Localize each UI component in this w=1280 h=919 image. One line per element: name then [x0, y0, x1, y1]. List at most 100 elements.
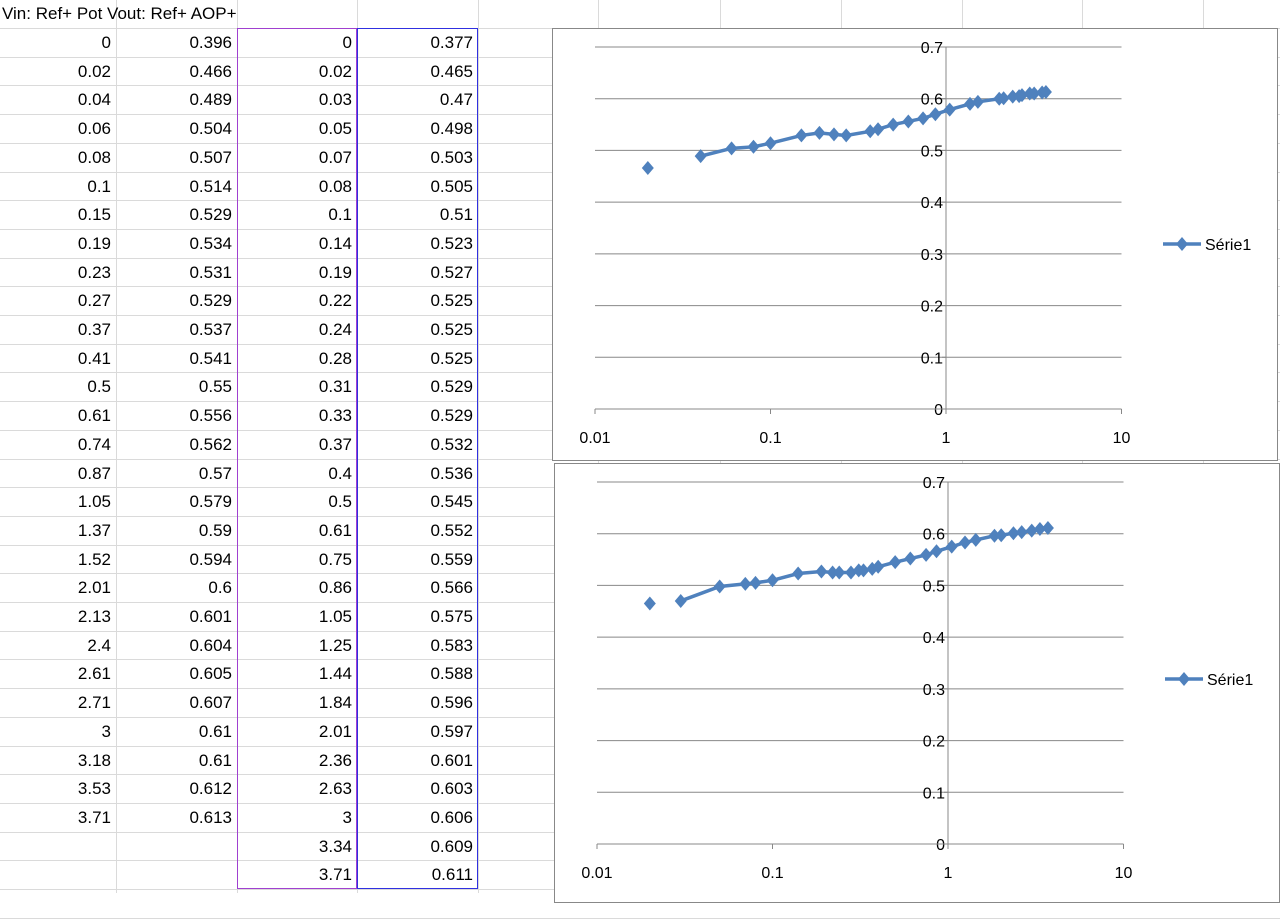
cell[interactable]: 0.559 [430, 549, 473, 569]
cell[interactable]: 0.466 [189, 61, 232, 81]
cell[interactable]: 0.489 [189, 90, 232, 110]
cell[interactable]: 0.02 [77, 61, 111, 81]
cell[interactable]: 0.4 [328, 463, 352, 483]
cell[interactable]: 0.525 [430, 291, 473, 311]
cell[interactable]: 0.575 [430, 607, 473, 626]
cell[interactable]: 0.579 [189, 492, 232, 512]
cell[interactable]: 0 [342, 33, 352, 52]
cell[interactable]: 0.41 [77, 348, 111, 368]
sheet-title-cell[interactable]: Vin: Ref+ Pot Vout: Ref+ AOP+ [2, 4, 237, 23]
cell[interactable]: 0.1 [328, 205, 352, 225]
cell[interactable]: 0.05 [318, 119, 352, 139]
cell[interactable]: 2.63 [318, 779, 352, 799]
cell[interactable]: 0.61 [198, 721, 232, 741]
cell[interactable]: 0.536 [430, 463, 473, 483]
cell[interactable]: 0.31 [318, 377, 352, 397]
cell[interactable]: 0.08 [77, 147, 111, 167]
cell[interactable]: 0.594 [189, 549, 232, 569]
cell[interactable]: 3.71 [318, 865, 352, 885]
cell[interactable]: 0.28 [318, 348, 352, 368]
cell[interactable]: 0.525 [430, 348, 473, 368]
cell[interactable]: 0.527 [430, 262, 473, 282]
cell[interactable]: 0.537 [189, 320, 232, 339]
cell[interactable]: 0.531 [189, 262, 232, 282]
cell[interactable]: 0.6 [208, 578, 232, 598]
cell[interactable]: 0.503 [430, 147, 473, 167]
cell[interactable]: 0.604 [189, 635, 232, 655]
cell[interactable]: 1.25 [318, 635, 352, 655]
cell[interactable]: 0.534 [189, 233, 232, 253]
cell[interactable]: 0.24 [318, 320, 352, 339]
cell[interactable]: 0.15 [77, 205, 111, 225]
cell[interactable]: 0.396 [189, 33, 232, 52]
cell[interactable]: 0.19 [318, 262, 352, 282]
cell[interactable]: 0.556 [189, 406, 232, 426]
cell[interactable]: 3.53 [77, 779, 111, 799]
cell[interactable]: 0.613 [189, 807, 232, 827]
cell[interactable]: 0.33 [318, 406, 352, 426]
chart-2[interactable]: 0 0.1 0.2 0.3 0.4 0.5 0.6 0.7 0.01 0.1 1 10 Série1 [554, 463, 1280, 903]
cell[interactable]: 0.19 [77, 233, 111, 253]
cell[interactable]: 0.04 [77, 90, 111, 110]
cell[interactable]: 2.61 [77, 664, 111, 684]
cell[interactable]: 0.02 [318, 61, 352, 81]
cell[interactable]: 0.14 [318, 233, 352, 253]
cell[interactable]: 2.36 [318, 750, 352, 770]
cell[interactable]: 0.607 [189, 693, 232, 713]
cell[interactable]: 2.01 [77, 578, 111, 598]
cell[interactable]: 0.465 [430, 61, 473, 81]
cell[interactable]: 0.605 [189, 664, 232, 684]
cell[interactable]: 0.529 [430, 377, 473, 397]
cell[interactable]: 0.37 [77, 320, 111, 339]
cell[interactable]: 3 [342, 807, 352, 827]
cell[interactable]: 0.1 [87, 176, 111, 196]
cell[interactable]: 0.87 [77, 463, 111, 483]
cell[interactable]: 0.609 [430, 836, 473, 856]
cell[interactable]: 0.377 [430, 33, 473, 52]
cell[interactable]: 1.52 [77, 549, 111, 569]
cell[interactable]: 0.07 [318, 147, 352, 167]
cell[interactable]: 0 [101, 33, 111, 52]
cell[interactable]: 3.18 [77, 750, 111, 770]
cell[interactable]: 0.504 [189, 119, 232, 139]
cell[interactable]: 0.541 [189, 348, 232, 368]
cell[interactable]: 0.601 [189, 607, 232, 626]
cell[interactable]: 0.47 [439, 90, 473, 110]
cell[interactable]: 0.529 [189, 291, 232, 311]
cell[interactable]: 0.596 [430, 693, 473, 713]
cell[interactable]: 0.03 [318, 90, 352, 110]
cell[interactable]: 0.22 [318, 291, 352, 311]
cell[interactable]: 0.532 [430, 434, 473, 454]
cell[interactable]: 0.61 [318, 520, 352, 540]
cell[interactable]: 0.562 [189, 434, 232, 454]
cell[interactable]: 0.23 [77, 262, 111, 282]
cell[interactable]: 0.545 [430, 492, 473, 512]
cell[interactable]: 0.611 [431, 865, 473, 885]
cell[interactable]: 0.59 [198, 520, 232, 540]
chart-1[interactable]: 0 0.1 0.2 0.3 0.4 0.5 0.6 0.7 0.01 0.1 1 10 Série1 [552, 28, 1278, 461]
cell[interactable]: 0.523 [430, 233, 473, 253]
cell[interactable]: 0.529 [189, 205, 232, 225]
cell[interactable]: 0.08 [318, 176, 352, 196]
cell[interactable]: 1.05 [77, 492, 111, 512]
cell[interactable]: 0.566 [430, 578, 473, 598]
cell[interactable]: 0.507 [189, 147, 232, 167]
cell[interactable]: 1.05 [318, 607, 352, 626]
cell[interactable]: 0.588 [430, 664, 473, 684]
cell[interactable]: 0.552 [430, 520, 473, 540]
cell[interactable]: 0.603 [430, 779, 473, 799]
cell[interactable]: 0.27 [77, 291, 111, 311]
cell[interactable]: 0.5 [87, 377, 111, 397]
cell[interactable]: 0.37 [318, 434, 352, 454]
cell[interactable]: 2.01 [318, 721, 352, 741]
cell[interactable]: 0.525 [430, 320, 473, 339]
cell[interactable]: 0.498 [430, 119, 473, 139]
cell[interactable]: 0.74 [77, 434, 111, 454]
cell[interactable]: 2.71 [77, 693, 111, 713]
cell[interactable]: 0.61 [198, 750, 232, 770]
cell[interactable]: 0.612 [189, 779, 232, 799]
cell[interactable]: 3.34 [318, 836, 352, 856]
cell[interactable]: 3 [101, 721, 111, 741]
cell[interactable]: 0.601 [430, 750, 473, 770]
cell[interactable]: 0.529 [430, 406, 473, 426]
